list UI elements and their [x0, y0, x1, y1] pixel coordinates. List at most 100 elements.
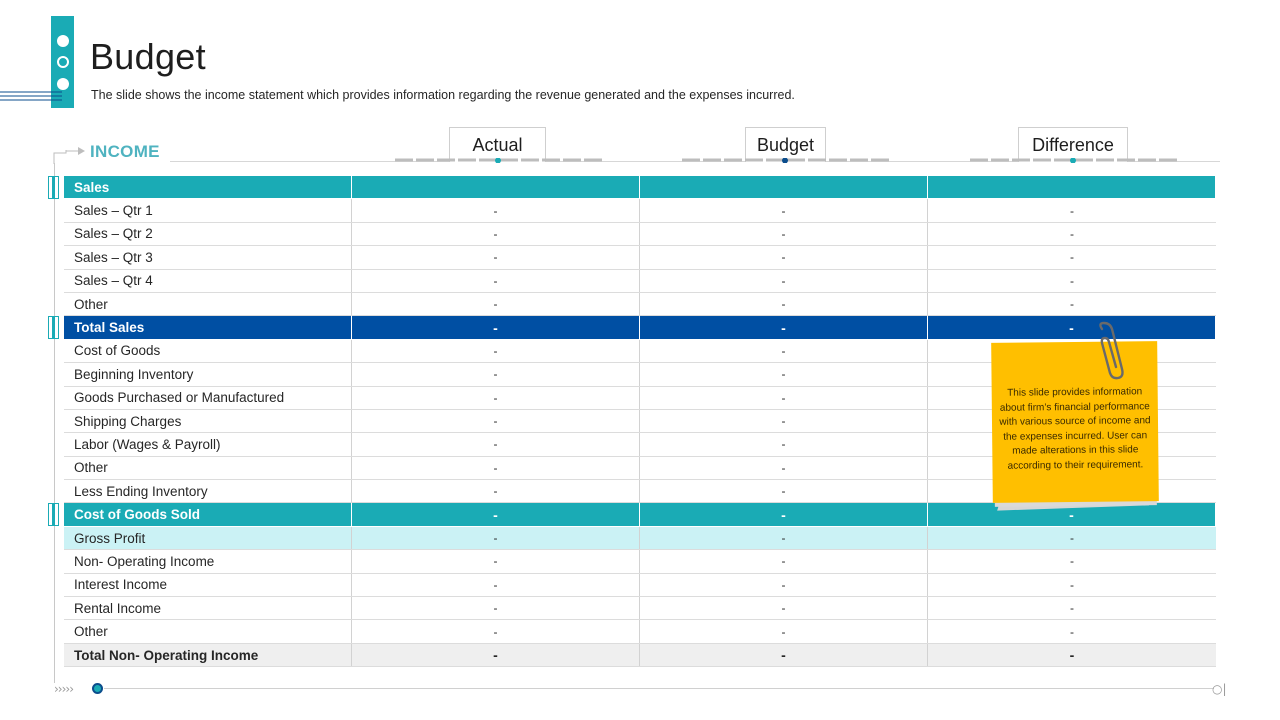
- row-label: Goods Purchased or Manufactured: [64, 386, 352, 409]
- cell-budget: -: [640, 573, 928, 597]
- section-label: INCOME: [90, 142, 160, 161]
- table-row: Interest Income - - -: [64, 573, 1216, 598]
- footer-end-icon: ○|: [1212, 682, 1227, 696]
- table-row: Sales – Qtr 2---: [64, 222, 1216, 247]
- cell-actual: [352, 176, 640, 199]
- paperclip-icon: [1099, 321, 1124, 380]
- cell-actual: -: [352, 363, 640, 386]
- cell-budget: -: [640, 339, 928, 363]
- cell-actual: -: [352, 433, 640, 456]
- cell-actual: -: [352, 620, 640, 643]
- income-table: Sales Sales – Qtr 1- - - Sales – Qtr 2- - - Sal…: [64, 176, 1216, 668]
- note-text: This slide provides information about fi…: [999, 386, 1151, 472]
- table-row: Goods Purchased or Manufactured---: [64, 386, 1216, 410]
- cell-actual: -: [352, 339, 640, 363]
- row-label: Other: [64, 292, 352, 316]
- cell-budget: -: [640, 246, 928, 269]
- table-row: Sales – Qtr 4---: [64, 269, 1216, 293]
- row-marker: [48, 503, 59, 526]
- cell-difference: [928, 176, 1216, 199]
- row-label: Interest Income: [64, 573, 352, 597]
- row-label: Sales – Qtr 3: [64, 246, 352, 269]
- row-label: Rental Income: [64, 597, 352, 620]
- cell-actual: -: [352, 386, 640, 409]
- column-header-difference: Difference: [1018, 127, 1128, 162]
- sticky-note: This slide provides information about fi…: [991, 341, 1159, 503]
- cell-difference: -: [1070, 554, 1074, 569]
- accent-ring-icon: [57, 56, 69, 68]
- arrow-right-icon: [53, 147, 85, 164]
- cell-difference: -: [1069, 647, 1075, 663]
- row-label: Labor (Wages & Payroll): [64, 433, 352, 456]
- cell-actual: -: [352, 643, 640, 667]
- decorative-lines: [0, 91, 62, 101]
- column-marker: [682, 158, 889, 163]
- column-marker: [395, 158, 602, 163]
- row-label: Other: [64, 456, 352, 480]
- cell-difference: -: [1070, 273, 1074, 288]
- row-marker: [48, 316, 59, 339]
- column-header-budget: Budget: [745, 127, 826, 162]
- cell-actual: -: [352, 480, 640, 503]
- cell-budget: -: [640, 222, 928, 246]
- cell-actual: -: [352, 456, 640, 480]
- table-row: Sales – Qtr 3---: [64, 246, 1216, 270]
- cell-budget: -: [640, 550, 928, 573]
- cell-actual: -: [352, 269, 640, 292]
- row-label: Other: [64, 620, 352, 643]
- cell-budget: -: [640, 316, 928, 339]
- cell-actual: -: [352, 316, 640, 339]
- table-row: Gross Profit - - -: [64, 526, 1216, 551]
- cell-budget: -: [640, 526, 928, 550]
- cell-difference: -: [1070, 203, 1074, 218]
- footer-dot-icon: [92, 683, 103, 694]
- cell-difference: -: [1070, 531, 1074, 546]
- cell-budget: [640, 176, 928, 199]
- cell-actual: -: [352, 222, 640, 246]
- column-header-actual: Actual: [449, 127, 546, 162]
- cell-actual: -: [352, 409, 640, 433]
- table-row: Cost of Goods Sold - - -: [64, 503, 1216, 527]
- table-row: Total Non- Operating Income - - -: [64, 643, 1216, 668]
- row-label: Non- Operating Income: [64, 550, 352, 573]
- cell-actual: -: [352, 573, 640, 597]
- accent-dot-icon: [57, 35, 69, 47]
- cell-budget: -: [640, 480, 928, 503]
- chevron-right-icon: ›››››: [54, 682, 74, 696]
- table-row: Non- Operating Income - - -: [64, 550, 1216, 574]
- cell-budget: -: [640, 433, 928, 456]
- row-label: Sales – Qtr 4: [64, 269, 352, 292]
- cell-budget: -: [640, 409, 928, 433]
- cell-budget: -: [640, 363, 928, 386]
- table-row: Sales – Qtr 1---: [64, 199, 1216, 223]
- cell-difference: -: [1070, 624, 1074, 639]
- row-label: Gross Profit: [64, 526, 352, 550]
- cell-difference: -: [1070, 226, 1074, 241]
- cell-budget: -: [640, 620, 928, 643]
- row-label: Less Ending Inventory: [64, 480, 352, 503]
- accent-dot-icon: [57, 78, 69, 90]
- table-row: Labor (Wages & Payroll)---: [64, 433, 1216, 457]
- table-row: Shipping Charges---: [64, 409, 1216, 434]
- table-row: Rental Income - - -: [64, 597, 1216, 621]
- cell-budget: -: [640, 292, 928, 316]
- cell-actual: -: [352, 199, 640, 222]
- footer-line: [104, 688, 1214, 689]
- cell-budget: -: [640, 269, 928, 292]
- page-title: Budget: [90, 36, 206, 77]
- cell-budget: -: [640, 199, 928, 222]
- table-row: Sales: [64, 176, 1216, 200]
- frame-line: [54, 163, 55, 683]
- table-row: Other---: [64, 292, 1216, 317]
- cell-budget: -: [640, 386, 928, 409]
- cell-actual: -: [352, 292, 640, 316]
- cell-actual: -: [352, 526, 640, 550]
- cell-difference: -: [1070, 577, 1074, 592]
- row-label: Cost of Goods: [64, 339, 352, 363]
- cell-difference: -: [1070, 297, 1074, 312]
- cell-difference: -: [1070, 250, 1074, 265]
- row-label: Total Sales: [64, 316, 352, 339]
- row-marker: [48, 176, 59, 199]
- row-label: Sales – Qtr 2: [64, 222, 352, 246]
- cell-actual: -: [352, 597, 640, 620]
